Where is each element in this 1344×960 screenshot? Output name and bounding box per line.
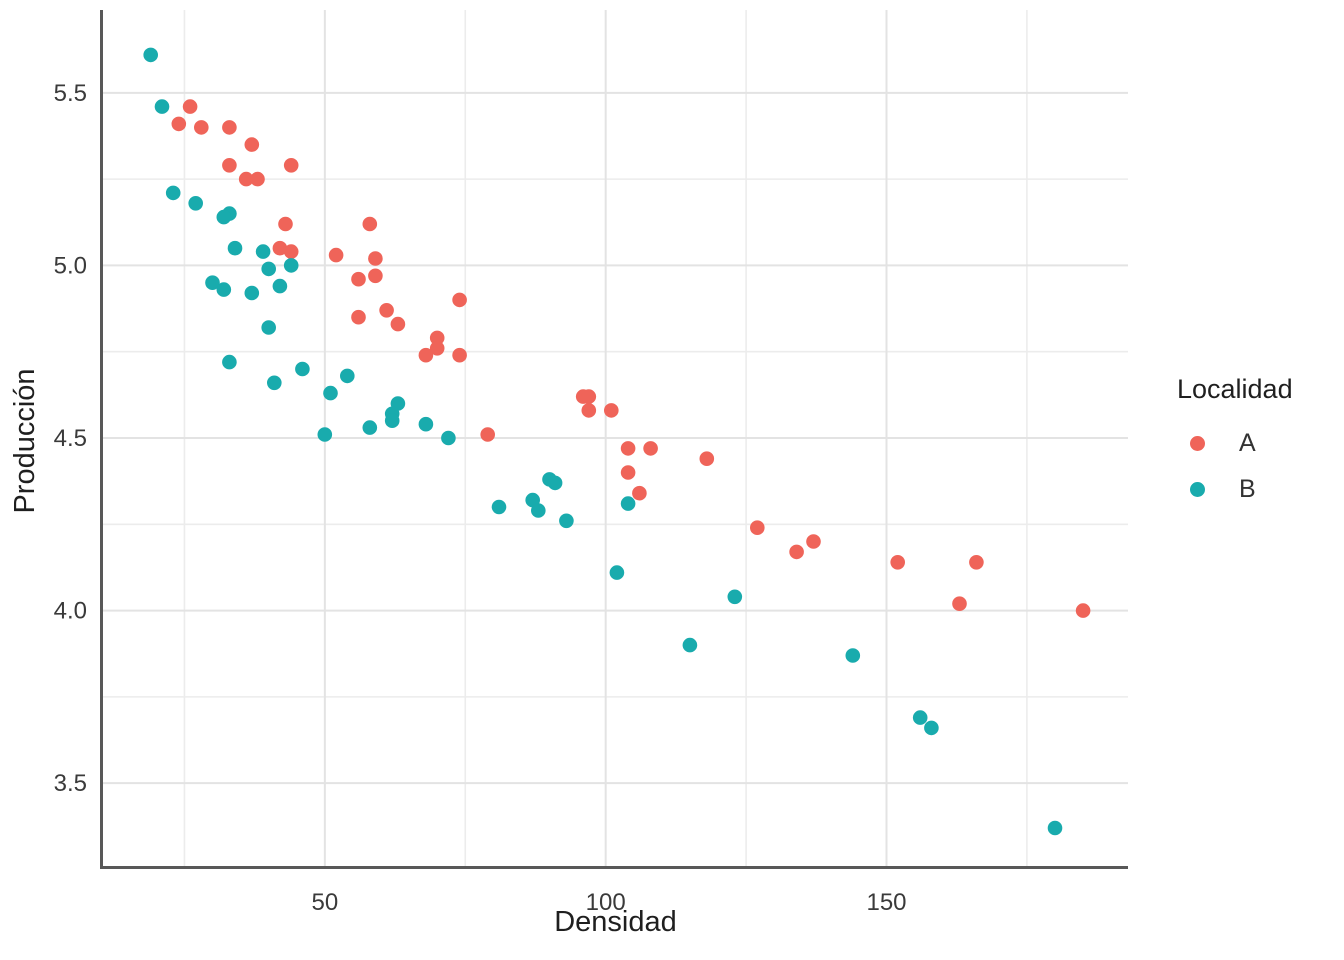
x-tick-label: 50	[311, 889, 338, 916]
data-point-b	[261, 320, 277, 335]
data-point-b	[912, 710, 928, 725]
data-point-a	[379, 303, 394, 318]
data-point-b	[216, 282, 232, 297]
data-point-b	[227, 240, 243, 256]
data-point-a	[351, 271, 366, 287]
data-point-b	[244, 285, 260, 301]
data-point-a	[182, 99, 198, 114]
data-point-b	[491, 499, 507, 515]
x-axis-title: Densidad	[554, 906, 677, 938]
data-point-a	[620, 441, 636, 456]
legend-item-b: B	[1177, 466, 1342, 512]
data-point-b	[682, 637, 698, 653]
data-point-b	[362, 420, 378, 435]
data-point-b	[620, 496, 636, 511]
data-point-a	[244, 137, 260, 152]
legend-label-a: A	[1239, 428, 1256, 457]
data-point-a	[480, 427, 496, 442]
data-point-a	[238, 171, 254, 187]
data-point-b	[222, 354, 237, 370]
data-point-a	[699, 451, 715, 467]
data-point-b	[216, 209, 232, 225]
legend: Localidad A B	[1177, 372, 1342, 512]
y-tick-label: 3.5	[54, 770, 87, 797]
data-point-a	[632, 485, 647, 501]
data-point-a	[750, 520, 765, 535]
data-point-b	[205, 275, 220, 291]
data-point-b	[143, 47, 158, 63]
data-point-b	[924, 720, 939, 736]
data-point-a	[429, 341, 445, 356]
y-tick-label: 4.5	[54, 425, 87, 452]
y-tick-label: 5.0	[54, 252, 87, 279]
data-point-b	[323, 385, 338, 401]
data-point-a	[452, 347, 467, 363]
legend-dot-b-icon	[1190, 481, 1205, 497]
data-point-b	[154, 99, 170, 114]
data-point-a	[581, 389, 597, 404]
data-point-a	[429, 330, 445, 346]
data-point-a	[328, 247, 344, 263]
data-point-a	[890, 555, 905, 570]
data-point-a	[368, 251, 383, 266]
data-point-a	[1075, 603, 1091, 618]
data-point-a	[278, 216, 293, 232]
data-point-b	[267, 375, 282, 391]
data-point-b	[188, 196, 203, 211]
data-point-b	[272, 278, 288, 294]
legend-label-b: B	[1239, 474, 1256, 503]
data-point-a	[351, 309, 366, 325]
data-point-b	[255, 244, 271, 259]
data-point-b	[1047, 820, 1063, 836]
y-tick-label: 5.5	[54, 80, 87, 107]
data-point-a	[222, 158, 237, 173]
data-point-a	[362, 216, 378, 232]
data-point-b	[418, 416, 434, 432]
y-tick-label: 4.0	[54, 598, 87, 625]
data-point-b	[317, 427, 333, 442]
data-point-a	[283, 158, 299, 173]
data-point-b	[295, 361, 310, 377]
data-point-a	[368, 268, 383, 284]
data-point-a	[390, 316, 406, 332]
data-point-a	[194, 120, 209, 135]
data-point-a	[620, 465, 636, 480]
data-point-b	[340, 368, 355, 384]
data-point-a	[952, 596, 967, 611]
data-point-a	[789, 544, 804, 560]
data-point-b	[283, 258, 299, 273]
data-point-b	[845, 648, 861, 663]
data-point-a	[581, 403, 597, 418]
legend-item-a: A	[1177, 420, 1342, 466]
data-point-b	[547, 475, 563, 491]
data-point-b	[559, 513, 574, 529]
data-point-b	[727, 589, 743, 605]
data-point-a	[171, 116, 187, 132]
x-tick-label: 150	[866, 889, 906, 916]
data-point-a	[250, 171, 265, 187]
data-point-a	[222, 120, 237, 135]
data-point-a	[969, 555, 984, 570]
data-point-a	[272, 240, 288, 256]
data-point-a	[418, 347, 434, 363]
data-point-b	[165, 185, 181, 201]
data-point-a	[806, 534, 821, 549]
legend-title: Localidad	[1177, 374, 1293, 404]
data-point-b	[261, 261, 277, 277]
data-point-a	[604, 403, 619, 418]
data-point-b	[384, 413, 400, 429]
data-point-a	[643, 441, 658, 456]
x-tick-label: 100	[586, 889, 626, 916]
data-point-b	[531, 503, 546, 518]
legend-dot-a-icon	[1190, 435, 1205, 451]
y-axis-title: Producción	[9, 368, 41, 514]
data-point-a	[452, 292, 467, 308]
data-point-a	[283, 244, 299, 259]
data-point-b	[609, 565, 625, 580]
data-point-b	[441, 430, 456, 446]
